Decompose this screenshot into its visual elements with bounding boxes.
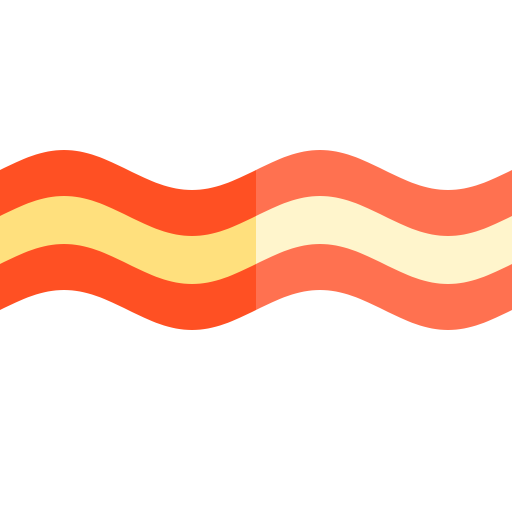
bacon-fat-strip-left <box>0 196 256 284</box>
bacon-right-half <box>256 150 512 330</box>
bacon-fat-strip-right <box>256 196 512 284</box>
bacon-left-half <box>0 150 256 330</box>
